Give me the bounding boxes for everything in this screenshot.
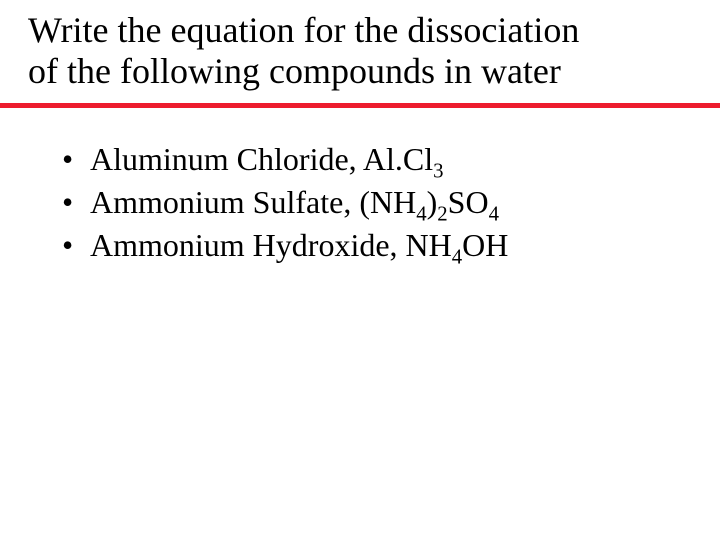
title-line-1: Write the equation for the dissociation xyxy=(28,10,579,50)
compound-name: Aluminum Chloride xyxy=(90,141,349,177)
title-line-2: of the following compounds in water xyxy=(28,51,561,91)
separator: , xyxy=(343,184,359,220)
slide-body: Aluminum Chloride, Al.Cl3 Ammonium Sulfa… xyxy=(0,108,720,268)
compound-formula: Al.Cl3 xyxy=(363,141,444,177)
list-item: Ammonium Hydroxide, NH4OH xyxy=(62,224,680,267)
slide-title: Write the equation for the dissociation … xyxy=(0,10,720,99)
list-item: Ammonium Sulfate, (NH4)2SO4 xyxy=(62,181,680,224)
compound-formula: NH4OH xyxy=(406,227,509,263)
slide: Write the equation for the dissociation … xyxy=(0,0,720,540)
separator: , xyxy=(349,141,363,177)
bullet-list: Aluminum Chloride, Al.Cl3 Ammonium Sulfa… xyxy=(62,138,680,268)
list-item: Aluminum Chloride, Al.Cl3 xyxy=(62,138,680,181)
compound-name: Ammonium Hydroxide xyxy=(90,227,390,263)
separator: , xyxy=(390,227,406,263)
compound-name: Ammonium Sulfate xyxy=(90,184,343,220)
compound-formula: (NH4)2SO4 xyxy=(359,184,499,220)
